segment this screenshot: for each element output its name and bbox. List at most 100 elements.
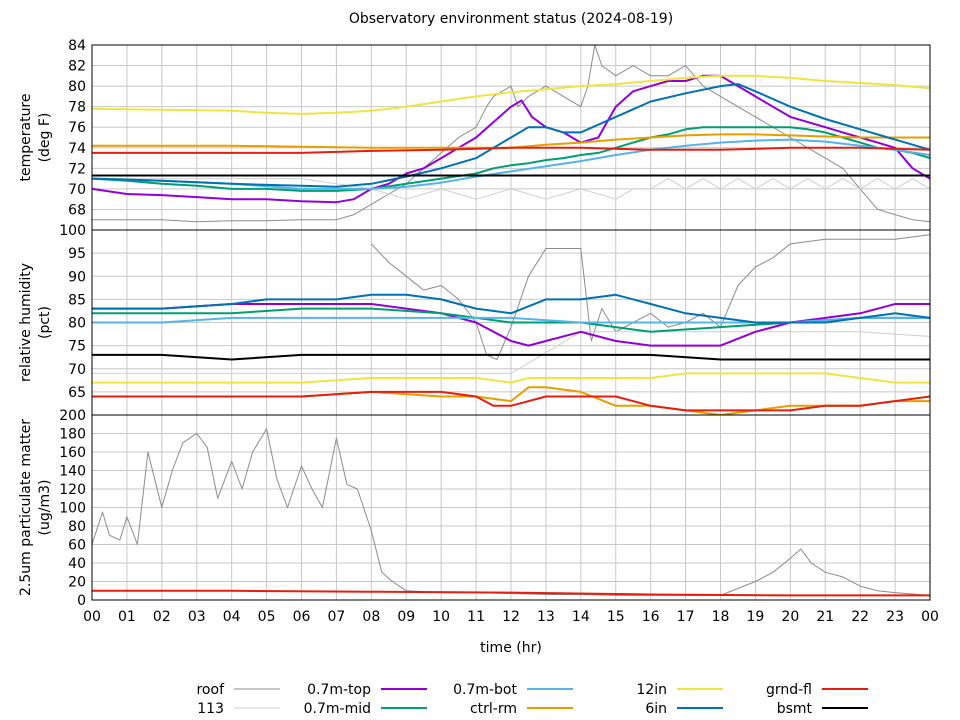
x-tick-label: 12 [502,609,520,625]
y-tick-label: 60 [68,538,86,554]
y-tick-label: 84 [68,38,86,54]
legend: roof 113 0.7m-top 0.7m-mid 0.7m-bot ctrl-rm 12… [196,682,868,717]
legend-item-0.7m-top: 0.7m-top [307,682,427,698]
legend-label: 12in [636,682,667,698]
y-tick-label: 100 [59,223,86,239]
legend-label: ctrl-rm [470,701,517,717]
x-tick-label: 22 [851,609,869,625]
y-tick-label: 140 [59,464,86,480]
y-axis-label: (ug/m3) [37,480,53,536]
series-line-12in [92,372,930,384]
legend-label: roof [196,682,225,698]
y-tick-label: 20 [68,575,86,591]
x-tick-label: 02 [153,609,171,625]
y-tick-label: 40 [68,556,86,572]
y-tick-label: 90 [68,269,86,285]
series-line-roof [92,45,930,223]
x-tick-label: 11 [467,609,485,625]
y-axis-label: 2.5um particulate matter [18,419,34,596]
series-line-grnd-fl [92,146,930,154]
series-line-0.7m-top [92,303,930,347]
series-line-12in [92,74,930,115]
legend-item-ctrl-rm: ctrl-rm [470,701,573,717]
legend-item-roof: roof [196,682,280,698]
x-tick-label: 04 [223,609,241,625]
y-tick-label: 80 [68,316,86,332]
x-tick-label: 00 [921,609,939,625]
legend-item-12in: 12in [636,682,723,698]
legend-item-113: 113 [197,701,280,717]
series-line-ctrl-rm [92,133,930,149]
x-tick-label: 05 [258,609,276,625]
series-line-6in [92,293,930,324]
y-tick-label: 95 [68,246,86,262]
y-tick-label: 100 [59,501,86,517]
y-axis-label: temperature [18,94,34,182]
panels-layer: 68 70 72 74 76 78 80 82 84 temperature (deg F) 65 70… [18,38,939,625]
legend-item-grnd-fl: grnd-fl [766,682,868,698]
x-tick-label: 03 [188,609,206,625]
x-tick-label: 09 [397,609,415,625]
y-tick-label: 80 [68,79,86,95]
legend-label: grnd-fl [766,682,812,698]
y-axis-label: (deg F) [37,113,53,163]
legend-label: 0.7m-top [307,682,371,698]
legend-label: 113 [197,701,224,717]
x-tick-label: 01 [118,609,136,625]
legend-label: 6in [645,701,667,717]
y-tick-label: 120 [59,482,86,498]
series-line-113 [92,178,930,200]
series-line-roof [370,234,930,360]
x-tick-label: 14 [572,609,590,625]
y-axis-label: (pct) [37,306,53,339]
y-tick-label: 200 [59,408,86,424]
series-line-0.7m-bot [92,138,930,190]
y-tick-label: 78 [68,100,86,116]
x-tick-label: 18 [712,609,730,625]
legend-label: 0.7m-bot [453,682,517,698]
y-tick-label: 65 [68,385,86,401]
series-line-grnd-fl [92,390,930,412]
legend-label: bsmt [777,701,813,717]
y-tick-label: 0 [77,593,86,609]
panel-particulate: 0 20 40 60 80 100 120 140 160 180 200 2.5um particu… [18,408,931,609]
y-tick-label: 70 [68,182,86,198]
x-tick-label: 06 [293,609,311,625]
x-tick-label: 23 [886,609,904,625]
y-tick-label: 76 [68,120,86,136]
series-line-bsmt [92,353,930,361]
x-tick-label: 17 [677,609,695,625]
y-tick-label: 68 [68,202,86,218]
series-line-0.7m-mid [92,126,930,192]
panel-frame [91,414,931,601]
legend-item-0.7m-mid: 0.7m-mid [304,701,427,717]
chart-title: Observatory environment status (2024-08-… [349,11,673,27]
x-tick-label: 20 [781,609,799,625]
y-tick-label: 72 [68,161,86,177]
series-group [92,428,930,597]
panel-temperature: 68 70 72 74 76 78 80 82 84 temperature (deg F) [18,38,931,231]
series-line-roof [92,428,930,596]
series-line-113 [92,331,930,374]
legend-item-6in: 6in [645,701,723,717]
y-axis-label: relative humidity [18,263,34,382]
panel-humidity: 65 70 75 80 85 90 95 100 relative humidity (pct) [18,223,931,416]
y-tick-label: 75 [68,339,86,355]
x-tick-label: 10 [432,609,450,625]
x-tick-label: 19 [747,609,765,625]
series-group [92,234,930,415]
legend-label: 0.7m-mid [304,701,371,717]
x-tick-label: 13 [537,609,555,625]
series-line-6in [92,83,930,188]
x-tick-label: 08 [362,609,380,625]
x-axis-label: time (hr) [480,640,542,656]
series-group [92,45,930,223]
y-tick-label: 82 [68,59,86,75]
y-tick-label: 74 [68,141,86,157]
y-tick-label: 180 [59,427,86,443]
legend-item-0.7m-bot: 0.7m-bot [453,682,573,698]
y-tick-label: 160 [59,445,86,461]
y-tick-label: 85 [68,292,86,308]
legend-item-bsmt: bsmt [777,701,868,717]
